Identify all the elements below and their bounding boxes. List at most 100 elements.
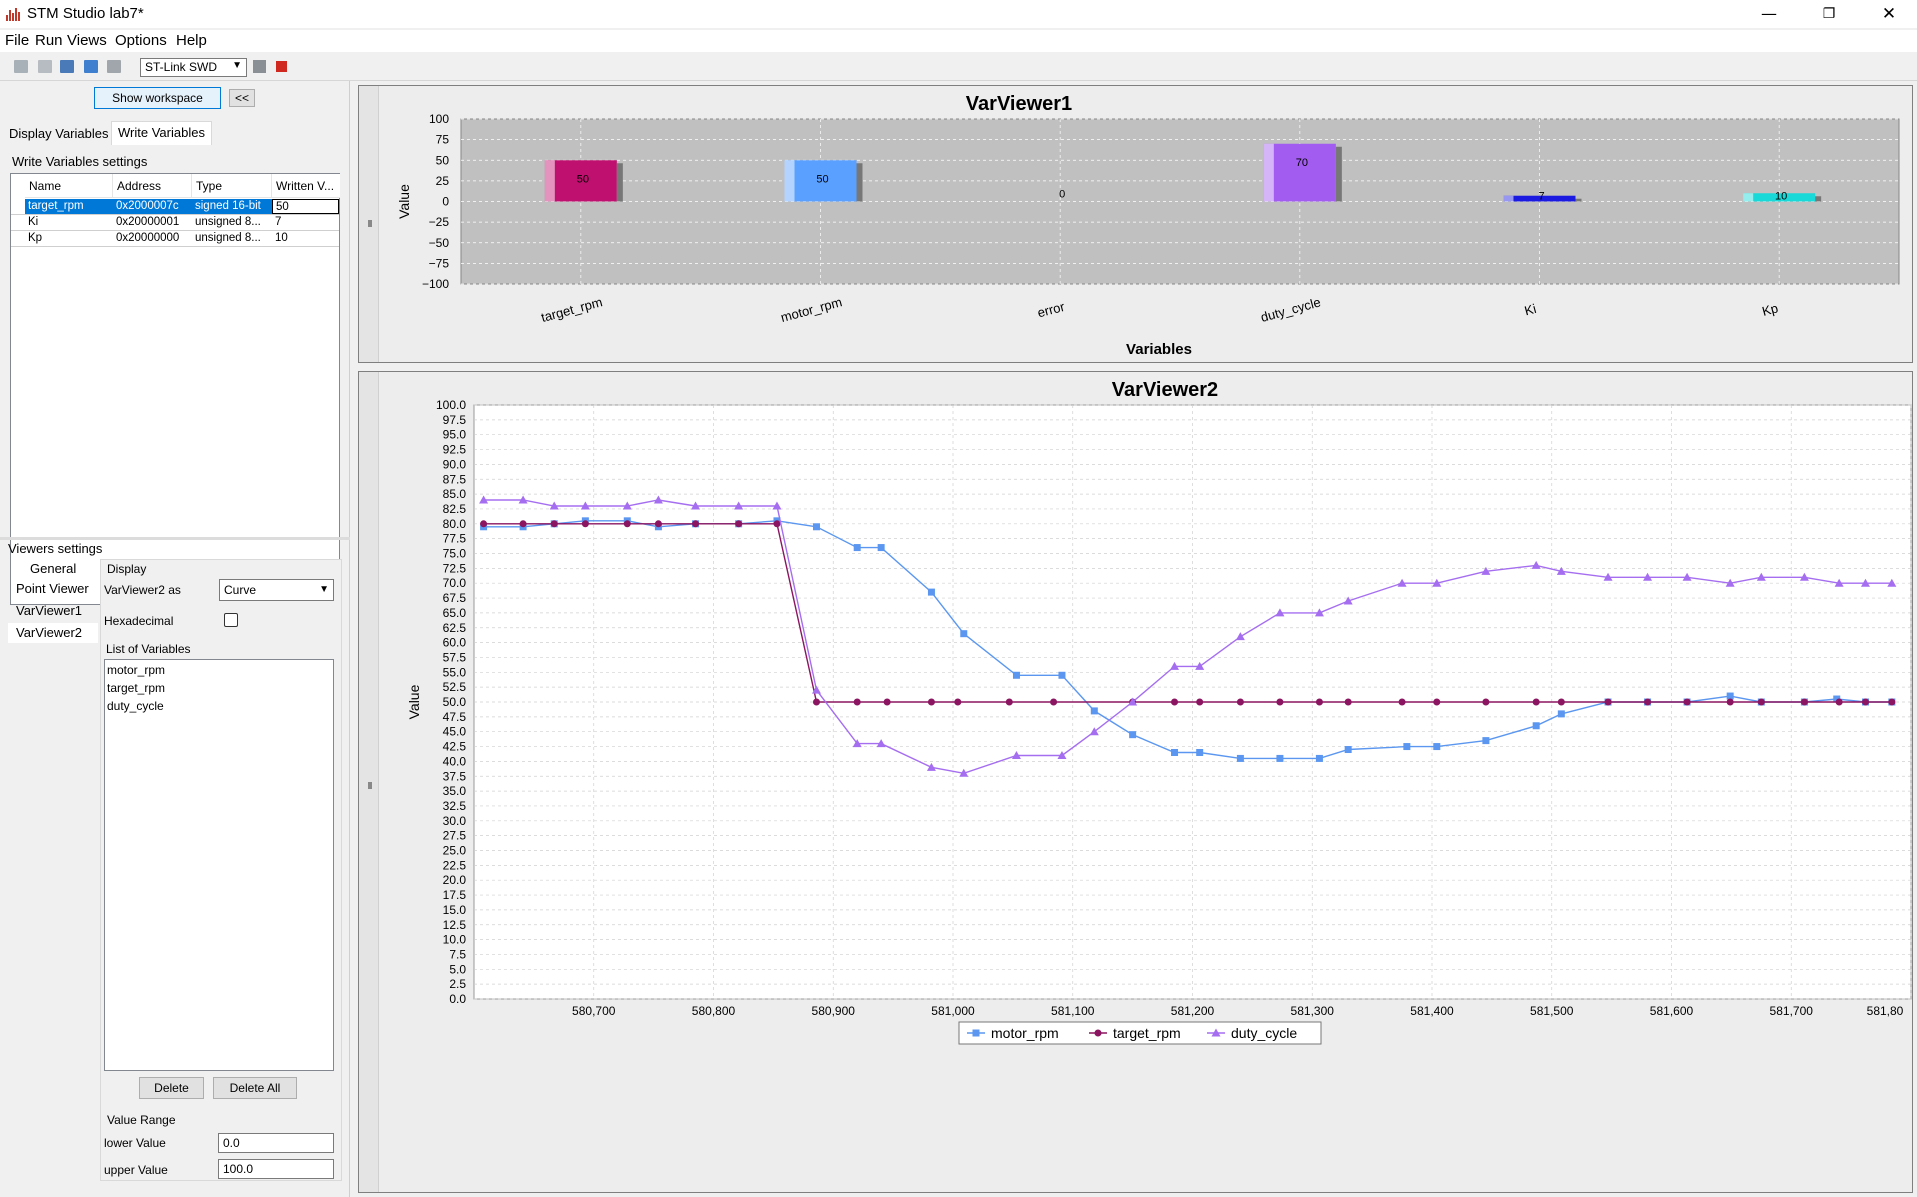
x-axis-label: Variables	[1126, 341, 1192, 358]
data-point	[1835, 698, 1843, 706]
cell-type: unsigned 8...	[195, 216, 261, 228]
connection-select[interactable]: ST-Link SWD ▼	[140, 58, 247, 77]
tab-display-variables[interactable]: Display Variables	[9, 126, 109, 141]
data-point	[1557, 698, 1565, 706]
varviewer1-panel: VarViewer1 100 75 50 25 0 −25 −50 −75 −100 Value 50…	[358, 85, 1913, 363]
menu-views[interactable]: Views	[67, 32, 107, 49]
column-address[interactable]: Address	[113, 174, 192, 198]
display-as-label: VarViewer2 as	[104, 583, 181, 597]
table-row[interactable]: target_rpm 0x2000007c signed 16-bit 50	[11, 199, 339, 215]
bar-value-label: 7	[1538, 191, 1544, 203]
bar-shadow	[1335, 146, 1342, 202]
data-point	[1089, 727, 1099, 736]
display-as-select[interactable]: Curve ▼	[219, 579, 334, 601]
viewer-tab-general[interactable]: General	[30, 561, 77, 576]
menu-options[interactable]: Options	[115, 32, 167, 49]
viewer-handle[interactable]	[359, 86, 379, 362]
data-point	[734, 501, 744, 510]
restore-icon[interactable]: ❐	[1822, 6, 1836, 22]
tab-write-variables[interactable]: Write Variables	[111, 121, 212, 145]
legend-marker	[972, 1029, 980, 1037]
hexadecimal-checkbox[interactable]	[224, 613, 238, 627]
y-tick-label: 5.0	[449, 962, 466, 976]
data-point	[692, 520, 700, 528]
list-of-variables-label: List of Variables	[106, 642, 191, 656]
written-value-input[interactable]: 50	[272, 199, 339, 214]
data-point	[1861, 698, 1869, 706]
list-item[interactable]: duty_cycle	[107, 699, 164, 713]
y-tick-label: 27.5	[443, 829, 467, 843]
viewer-tab-point-viewer[interactable]: Point Viewer	[16, 581, 89, 596]
viewer-handle[interactable]	[359, 372, 379, 1192]
save-all-icon[interactable]	[60, 60, 74, 73]
upper-value-input[interactable]: 100.0	[218, 1159, 334, 1179]
data-point	[518, 495, 528, 504]
viewer-tab-varviewer1[interactable]: VarViewer1	[16, 603, 82, 618]
y-tick-label: 62.5	[443, 621, 467, 635]
x-tick-label: 581,600	[1650, 1004, 1694, 1018]
bar-value-label: 70	[1296, 157, 1308, 169]
viewer-tab-varviewer2[interactable]: VarViewer2	[8, 623, 98, 643]
y-tick-label: 100	[429, 112, 449, 126]
collapse-button[interactable]: <<	[229, 89, 255, 107]
chart-title: VarViewer2	[1112, 379, 1218, 401]
save-icon[interactable]	[84, 60, 98, 73]
table-row[interactable]: Ki 0x20000001 unsigned 8... 7	[11, 215, 339, 231]
bar-value-label: 50	[816, 173, 828, 185]
data-point	[1603, 572, 1613, 581]
column-type[interactable]: Type	[192, 174, 272, 198]
variables-list[interactable]: motor_rpm target_rpm duty_cycle	[104, 659, 334, 1071]
data-point	[1799, 572, 1809, 581]
table-row[interactable]: Kp 0x20000000 unsigned 8... 10	[11, 231, 339, 247]
data-point	[1834, 578, 1844, 587]
title-bar: STM Studio lab7* — ❐ ✕	[0, 0, 1917, 28]
menu-file[interactable]: File	[5, 32, 30, 49]
open-icon[interactable]	[14, 60, 28, 73]
column-name[interactable]: Name	[25, 174, 113, 198]
data-point	[1532, 722, 1540, 730]
menu-help[interactable]: Help	[176, 32, 207, 49]
chevron-down-icon: ▼	[319, 584, 329, 595]
data-point	[519, 520, 527, 528]
new-file-icon[interactable]	[38, 60, 52, 73]
show-workspace-button[interactable]: Show workspace	[94, 87, 221, 109]
data-point	[1236, 698, 1244, 706]
y-tick-label: −75	[429, 256, 450, 270]
column-written-value[interactable]: Written V...	[272, 174, 340, 198]
y-tick-label: 70.0	[443, 576, 467, 590]
data-point	[1090, 707, 1098, 715]
data-point	[691, 501, 701, 510]
lower-value-input[interactable]: 0.0	[218, 1133, 334, 1153]
export-icon[interactable]	[107, 60, 121, 73]
data-point	[1756, 572, 1766, 581]
y-tick-label: 65.0	[443, 606, 467, 620]
delete-all-button[interactable]: Delete All	[213, 1077, 297, 1099]
run-icon[interactable]	[253, 60, 266, 73]
minimize-icon[interactable]: —	[1761, 4, 1777, 23]
y-tick-label: 45.0	[443, 725, 467, 739]
close-icon[interactable]: ✕	[1881, 4, 1897, 24]
x-tick-label: 581,100	[1051, 1004, 1095, 1018]
list-item[interactable]: target_rpm	[107, 681, 166, 695]
display-label: Display	[107, 562, 147, 576]
delete-button[interactable]: Delete	[139, 1077, 204, 1099]
y-tick-label: 85.0	[443, 487, 467, 501]
list-item[interactable]: motor_rpm	[107, 663, 166, 677]
written-value[interactable]: 10	[275, 232, 288, 244]
data-point	[1800, 698, 1808, 706]
y-tick-label: 50	[436, 153, 450, 167]
splitter[interactable]	[0, 537, 350, 540]
data-point	[1314, 608, 1324, 617]
data-point	[1683, 698, 1691, 706]
written-value[interactable]: 7	[275, 216, 282, 228]
x-tick-label: duty_cycle	[1259, 294, 1322, 324]
stop-icon[interactable]	[276, 61, 287, 72]
y-tick-label: 22.5	[443, 858, 467, 872]
legend-label: duty_cycle	[1231, 1025, 1297, 1041]
x-tick-label: 580,700	[572, 1004, 616, 1018]
y-tick-label: 40.0	[443, 754, 467, 768]
bar-shadow	[856, 163, 863, 202]
y-tick-label: 67.5	[443, 591, 467, 605]
data-point	[954, 698, 962, 706]
menu-run[interactable]: Run	[35, 32, 63, 49]
